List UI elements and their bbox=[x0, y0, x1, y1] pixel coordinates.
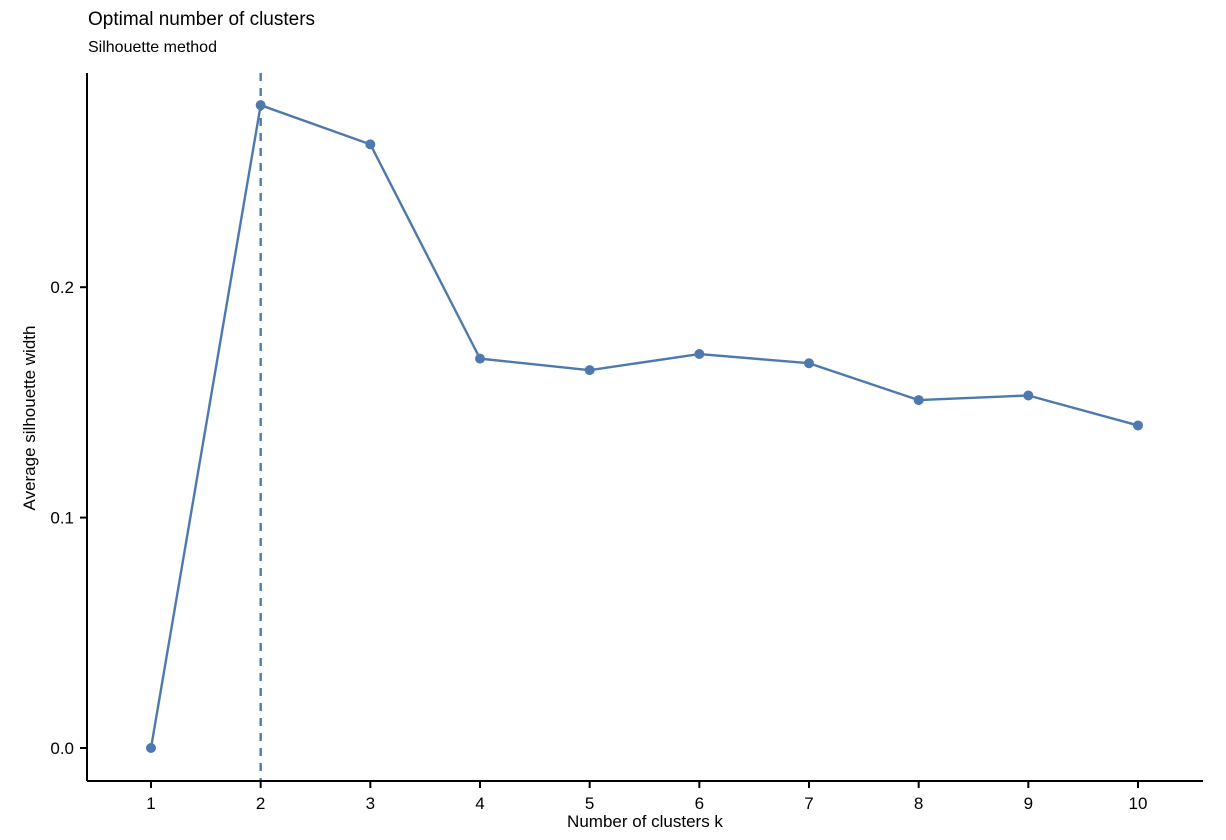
data-point bbox=[804, 358, 815, 369]
data-point bbox=[255, 100, 266, 111]
x-tick-label: 1 bbox=[146, 794, 155, 813]
y-tick-label: 0.1 bbox=[50, 509, 74, 528]
data-point bbox=[694, 349, 705, 360]
x-tick-label: 8 bbox=[914, 794, 923, 813]
chart-subtitle: Silhouette method bbox=[88, 39, 217, 56]
x-axis-label: Number of clusters k bbox=[567, 812, 723, 831]
silhouette-line bbox=[149, 103, 1140, 750]
y-tick-label: 0.2 bbox=[50, 278, 74, 297]
x-tick-label: 7 bbox=[804, 794, 813, 813]
x-tick-label: 3 bbox=[366, 794, 375, 813]
x-tick-label: 4 bbox=[475, 794, 484, 813]
x-tick-label: 10 bbox=[1129, 794, 1148, 813]
x-tick-label: 5 bbox=[585, 794, 594, 813]
data-point bbox=[146, 743, 156, 753]
x-tick-label: 6 bbox=[695, 794, 704, 813]
data-point bbox=[1133, 420, 1144, 431]
data-point bbox=[365, 139, 376, 150]
data-point bbox=[584, 365, 595, 376]
y-tick-label: 0.0 bbox=[50, 739, 74, 758]
x-tick-label: 9 bbox=[1024, 794, 1033, 813]
y-axis-label: Average silhouette width bbox=[20, 325, 39, 511]
chart-title: Optimal number of clusters bbox=[88, 9, 316, 30]
x-tick-label: 2 bbox=[256, 794, 265, 813]
data-point bbox=[913, 395, 924, 406]
data-point bbox=[1023, 390, 1034, 401]
data-point bbox=[475, 353, 486, 364]
